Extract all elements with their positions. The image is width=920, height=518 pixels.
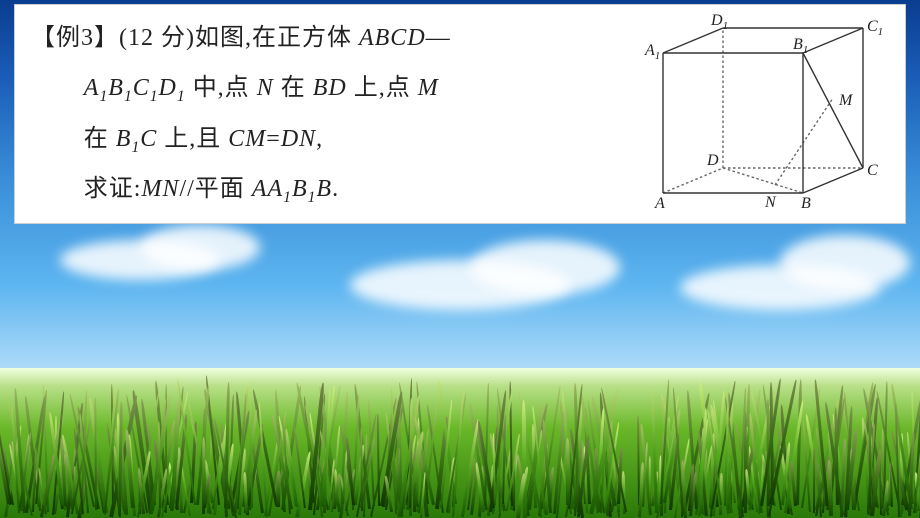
v: B xyxy=(292,176,308,202)
s: 1 xyxy=(124,88,133,105)
t: 中,点 xyxy=(186,75,257,101)
v: AA xyxy=(252,176,283,202)
cloud xyxy=(780,235,910,290)
label-N: N xyxy=(764,194,777,211)
cube-diagram: A B C D A1 B1 C1 D1 M N xyxy=(633,13,893,213)
v: M xyxy=(418,75,439,101)
s: 1 xyxy=(131,139,140,156)
label-C: C xyxy=(867,162,878,179)
label-A1: A1 xyxy=(644,42,660,62)
t: 上,且 xyxy=(157,126,228,152)
points: (12 分) xyxy=(119,25,195,51)
v: D xyxy=(159,75,177,101)
t: 在 xyxy=(274,75,313,101)
problem-text: 【例3】(12 分)如图,在正方体 ABCD— A1B1C1D1 中,点 N 在… xyxy=(31,13,633,215)
line-4: 求证:MN//平面 AA1B1B. xyxy=(31,164,633,215)
text: 如图,在正方体 xyxy=(195,25,359,51)
v: C xyxy=(133,75,150,101)
v: B xyxy=(116,126,132,152)
t: 在 xyxy=(84,126,116,152)
line-1: 【例3】(12 分)如图,在正方体 ABCD— xyxy=(31,13,633,63)
cloud xyxy=(140,225,260,270)
v: CM xyxy=(228,126,266,152)
label-B: B xyxy=(801,195,811,212)
cloud xyxy=(470,240,620,295)
t: //平面 xyxy=(179,176,251,202)
line-3: 在 B1C 上,且 CM=DN, xyxy=(31,114,633,165)
t: . xyxy=(332,176,339,202)
label-D: D xyxy=(706,152,719,169)
line-2: A1B1C1D1 中,点 N 在 BD 上,点 M xyxy=(31,63,633,114)
label-C1: C1 xyxy=(867,18,883,38)
s: 1 xyxy=(283,189,292,206)
problem-box: 【例3】(12 分)如图,在正方体 ABCD— A1B1C1D1 中,点 N 在… xyxy=(14,4,906,224)
label-M: M xyxy=(838,92,854,109)
dash: — xyxy=(426,25,451,51)
t: 求证: xyxy=(84,176,142,202)
v: N xyxy=(257,75,274,101)
s: 1 xyxy=(177,88,186,105)
t: = xyxy=(266,126,281,152)
cube-name: ABCD xyxy=(359,25,426,51)
v: B xyxy=(108,75,124,101)
v: A xyxy=(84,75,100,101)
v: C xyxy=(140,126,157,152)
label-A: A xyxy=(654,195,665,212)
example-label: 【例3】 xyxy=(31,25,119,51)
s: 1 xyxy=(150,88,159,105)
v: BD xyxy=(313,75,347,101)
v: MN xyxy=(141,176,179,202)
v: B xyxy=(316,176,332,202)
v: DN xyxy=(281,126,316,152)
t: 上,点 xyxy=(347,75,418,101)
s: 1 xyxy=(99,88,108,105)
t: , xyxy=(316,126,323,152)
